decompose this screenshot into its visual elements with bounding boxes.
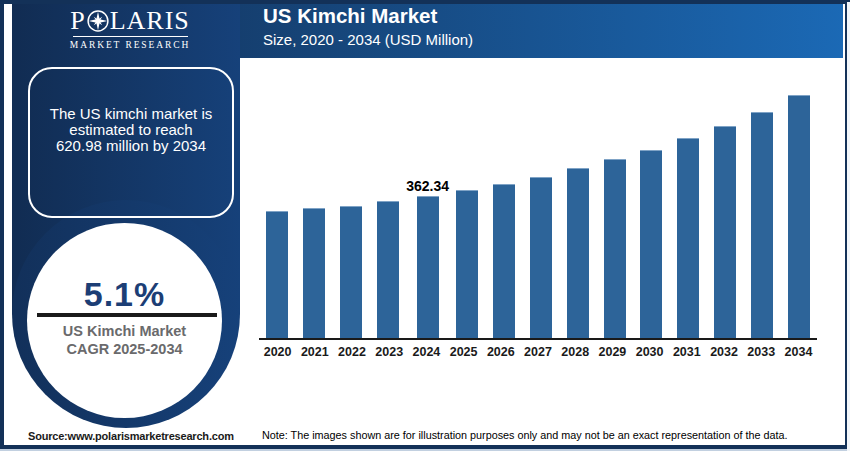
bar-2034	[788, 95, 810, 338]
x-label-2028: 2028	[557, 345, 594, 359]
logo-text-p: P	[70, 7, 85, 34]
bar-slot-2031	[670, 90, 707, 338]
bar-slot-2020	[259, 90, 296, 338]
logo-subtitle: MARKET RESEARCH	[20, 40, 240, 50]
bar-2032	[714, 126, 736, 338]
x-label-2027: 2027	[519, 345, 556, 359]
cagr-value: 5.1%	[84, 277, 166, 311]
cagr-divider	[37, 313, 217, 317]
cagr-circle: 5.1% US Kimchi Market CAGR 2025-2034	[27, 223, 222, 418]
x-label-2034: 2034	[780, 345, 817, 359]
bar-2020	[266, 211, 288, 338]
bar-2023	[377, 201, 399, 338]
logo-divider	[73, 36, 188, 37]
x-label-2030: 2030	[631, 345, 668, 359]
bar-slot-2029	[596, 90, 633, 338]
title-block: US Kimchi Market Size, 2020 - 2034 (USD …	[263, 5, 473, 48]
note-text: Note: The images shown are for illustrat…	[262, 429, 788, 441]
page-subtitle: Size, 2020 - 2034 (USD Million)	[263, 32, 473, 48]
x-axis-labels: 2020202120222023202420252026202720282029…	[259, 345, 817, 359]
page-title: US Kimchi Market	[263, 5, 473, 27]
bar-2030	[640, 150, 662, 338]
bar-2026	[493, 184, 515, 338]
bar-2025	[456, 190, 478, 338]
brand-logo: P LARIS MARKET RESEARCH	[12, 7, 240, 50]
x-label-2024: 2024	[408, 345, 445, 359]
callout-line-1: The US kimchi market is	[50, 106, 213, 122]
bar-2028	[567, 168, 589, 338]
x-label-2025: 2025	[445, 345, 482, 359]
x-label-2023: 2023	[371, 345, 408, 359]
bar-2033	[751, 112, 773, 338]
bar-slot-2030	[633, 90, 670, 338]
x-label-2032: 2032	[705, 345, 742, 359]
bar-2024	[417, 196, 439, 338]
bar-slot-2021	[296, 90, 333, 338]
cagr-label-1: US Kimchi Market	[63, 323, 186, 341]
infographic: P LARIS MARKET RESEARCH The US kimchi mar…	[0, 0, 850, 451]
bar-slot-2022	[333, 90, 370, 338]
compass-star-icon	[87, 10, 109, 32]
bar-slot-2027	[523, 90, 560, 338]
bar-2022	[340, 206, 362, 339]
x-label-2031: 2031	[668, 345, 705, 359]
cagr-label-2: CAGR 2025-2034	[66, 341, 182, 359]
callout-box: The US kimchi market is estimated to rea…	[28, 67, 234, 218]
callout-line-3: 620.98 million by 2034	[56, 138, 206, 154]
bar-slot-2025	[449, 90, 486, 338]
callout-line-2: estimated to reach	[69, 122, 192, 138]
x-label-2026: 2026	[482, 345, 519, 359]
x-label-2029: 2029	[594, 345, 631, 359]
bar-slot-2033	[743, 90, 780, 338]
bar-2029	[604, 159, 626, 338]
bar-chart: 362.34	[259, 90, 817, 340]
bar-slot-2024: 362.34	[406, 90, 449, 338]
x-label-2022: 2022	[333, 345, 370, 359]
source-text: Source:www.polarismarketresearch.com	[28, 430, 234, 442]
bar-slot-2032	[707, 90, 744, 338]
bar-slot-2023	[369, 90, 406, 338]
bar-slot-2034	[780, 90, 817, 338]
bar-2021	[303, 208, 325, 338]
logo-text-laris: LARIS	[110, 7, 190, 34]
brand-logo-wordmark: P LARIS	[20, 7, 240, 34]
bar-slot-2028	[559, 90, 596, 338]
x-label-2021: 2021	[296, 345, 333, 359]
bar-2031	[677, 138, 699, 338]
bar-2027	[530, 177, 552, 338]
x-label-2033: 2033	[743, 345, 780, 359]
bar-slot-2026	[486, 90, 523, 338]
bar-value-label: 362.34	[406, 178, 449, 194]
x-label-2020: 2020	[259, 345, 296, 359]
